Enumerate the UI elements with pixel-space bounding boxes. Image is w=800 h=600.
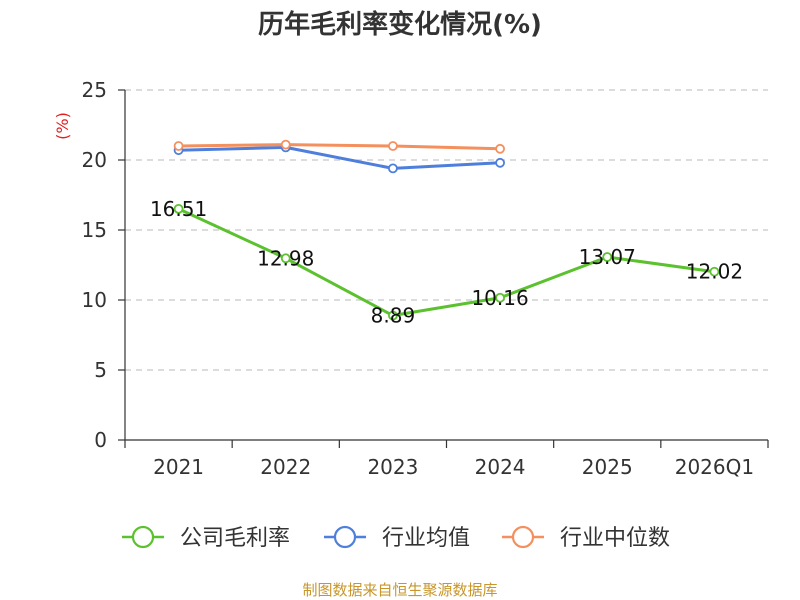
y-tick-label: 15 (82, 218, 107, 242)
y-axis-label: (%) (53, 112, 72, 140)
data-label: 10.16 (471, 286, 528, 310)
data-label: 8.89 (371, 304, 416, 328)
legend-item[interactable]: 公司毛利率 (122, 525, 290, 551)
series-group (173, 139, 720, 321)
data-point[interactable] (173, 203, 184, 214)
data-point[interactable] (280, 253, 291, 264)
legend-label: 行业中位数 (560, 526, 670, 551)
data-point[interactable] (173, 141, 184, 151)
x-tick-label: 2025 (582, 455, 633, 479)
data-point[interactable] (495, 143, 505, 154)
x-tick-label: 2024 (475, 455, 526, 479)
legend-label: 公司毛利率 (180, 526, 290, 551)
data-label: 12.98 (257, 246, 314, 270)
series-line (177, 207, 715, 318)
x-tick-label: 2021 (153, 455, 204, 479)
legend-item[interactable]: 行业中位数 (502, 525, 670, 551)
y-tick-label: 5 (94, 358, 107, 382)
chart-title: 历年毛利率变化情况(%) (258, 9, 542, 40)
legend-marker (511, 525, 535, 549)
y-tick-label: 10 (82, 288, 107, 312)
data-point[interactable] (388, 163, 398, 174)
series-line (178, 143, 501, 151)
y-tick-label: 0 (94, 428, 107, 452)
legend-marker (333, 525, 357, 549)
y-tick-label: 20 (82, 148, 107, 172)
legend-label: 行业均值 (382, 526, 470, 551)
data-point[interactable] (495, 292, 505, 303)
data-point[interactable] (709, 266, 720, 277)
source-note: 制图数据来自恒生聚源数据库 (302, 581, 497, 599)
data-point[interactable] (388, 141, 398, 151)
legend-item[interactable]: 行业均值 (324, 525, 470, 551)
x-tick-label: 2022 (260, 455, 311, 479)
x-tick-label: 2026Q1 (675, 455, 754, 479)
y-tick-label: 25 (82, 78, 107, 102)
data-point[interactable] (602, 252, 613, 262)
x-tick-label: 2023 (367, 455, 418, 479)
grid-lines (125, 89, 768, 371)
data-point[interactable] (388, 310, 398, 321)
data-label: 12.02 (686, 260, 743, 284)
data-label: 13.07 (579, 245, 636, 269)
legend[interactable]: 公司毛利率 行业均值 行业中位数 (122, 525, 670, 551)
data-labels: 16.51 12.98 8.89 10.16 13.07 12.02 (150, 197, 743, 328)
data-point[interactable] (495, 157, 505, 168)
legend-marker (131, 525, 155, 549)
series-line (178, 145, 501, 170)
data-point[interactable] (280, 139, 291, 150)
data-label: 16.51 (150, 197, 207, 221)
